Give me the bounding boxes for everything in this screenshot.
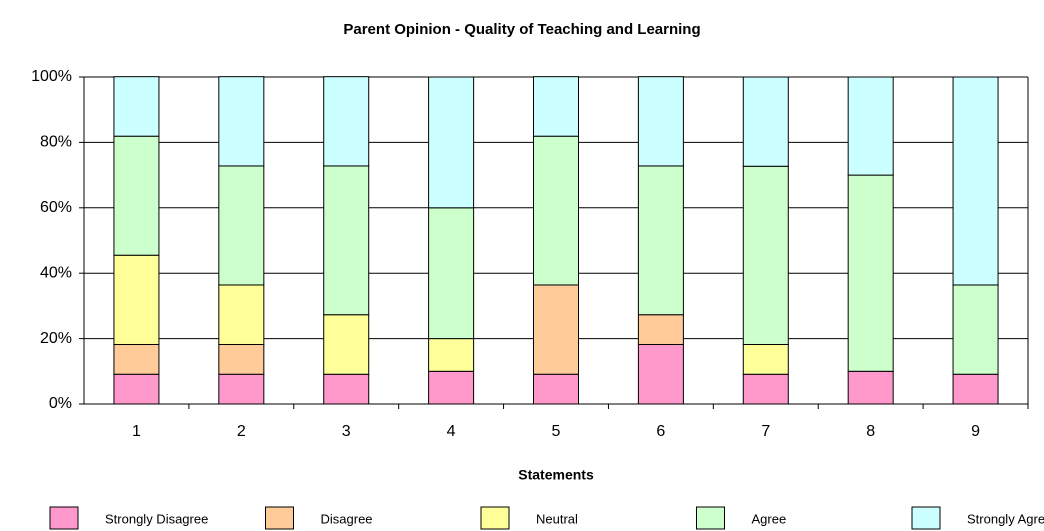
- bar-segment: [428, 370, 475, 405]
- bar-segment: [742, 343, 789, 375]
- legend-label: Strongly Agree: [967, 511, 1044, 526]
- bar-segment: [637, 314, 684, 345]
- chart-title: Parent Opinion - Quality of Teaching and…: [343, 21, 700, 38]
- y-tick-label: 60%: [40, 199, 72, 216]
- legend-label: Agree: [752, 511, 787, 526]
- bar-segment: [323, 76, 370, 167]
- bar-segment: [218, 165, 265, 286]
- bar-segment: [952, 76, 999, 286]
- x-tick-label: 3: [342, 423, 351, 440]
- x-tick-label: 1: [132, 423, 141, 440]
- bar-segment: [113, 254, 160, 345]
- bar-segment: [847, 370, 894, 405]
- x-tick-label: 8: [866, 423, 875, 440]
- bar-segment: [113, 373, 160, 405]
- x-tick-label: 6: [656, 423, 665, 440]
- bar-segment: [218, 343, 265, 375]
- legend-label: Neutral: [536, 511, 578, 526]
- x-tick-label: 7: [761, 423, 770, 440]
- bar-segment: [742, 373, 789, 405]
- y-tick-label: 20%: [40, 330, 72, 347]
- bar-segment: [847, 76, 894, 176]
- bar-segment: [218, 284, 265, 345]
- x-tick-label: 9: [971, 423, 980, 440]
- bar-segment: [533, 284, 579, 375]
- bar-segment: [218, 76, 265, 167]
- x-axis-label: Statements: [518, 467, 594, 483]
- bar-segment: [323, 165, 370, 316]
- bar-segment: [637, 343, 684, 405]
- bar-segment: [218, 373, 265, 405]
- legend-swatch: [49, 506, 79, 530]
- y-tick-label: 100%: [31, 68, 72, 85]
- y-tick-label: 40%: [40, 264, 72, 281]
- x-tick-label: 2: [237, 423, 246, 440]
- bar-segment: [637, 76, 684, 167]
- bar-segment: [428, 76, 475, 209]
- bar-segment: [533, 373, 579, 405]
- legend-label: Disagree: [321, 511, 373, 526]
- bar-segment: [323, 373, 370, 405]
- x-tick-label: 4: [447, 423, 456, 440]
- bar-segment: [847, 174, 894, 372]
- bar-segment: [323, 314, 370, 375]
- bar-segment: [637, 165, 684, 316]
- bar-segment: [533, 135, 579, 286]
- bar-segment: [533, 76, 579, 137]
- bar-segment: [742, 76, 789, 167]
- legend-swatch: [911, 506, 941, 530]
- legend-swatch: [696, 506, 725, 530]
- bar-segment: [742, 165, 789, 345]
- y-tick-label: 80%: [40, 134, 72, 151]
- y-tick-label: 0%: [49, 395, 72, 412]
- legend-swatch: [265, 506, 294, 530]
- bar-segment: [428, 207, 475, 340]
- legend-swatch: [480, 506, 510, 530]
- bar-segment: [952, 284, 999, 375]
- x-tick-label: 5: [552, 423, 561, 440]
- bar-segment: [952, 373, 999, 405]
- bar-segment: [113, 135, 160, 256]
- bar-segment: [113, 76, 160, 137]
- bar-segment: [428, 338, 475, 372]
- legend-label: Strongly Disagree: [105, 511, 208, 526]
- bar-segment: [113, 343, 160, 375]
